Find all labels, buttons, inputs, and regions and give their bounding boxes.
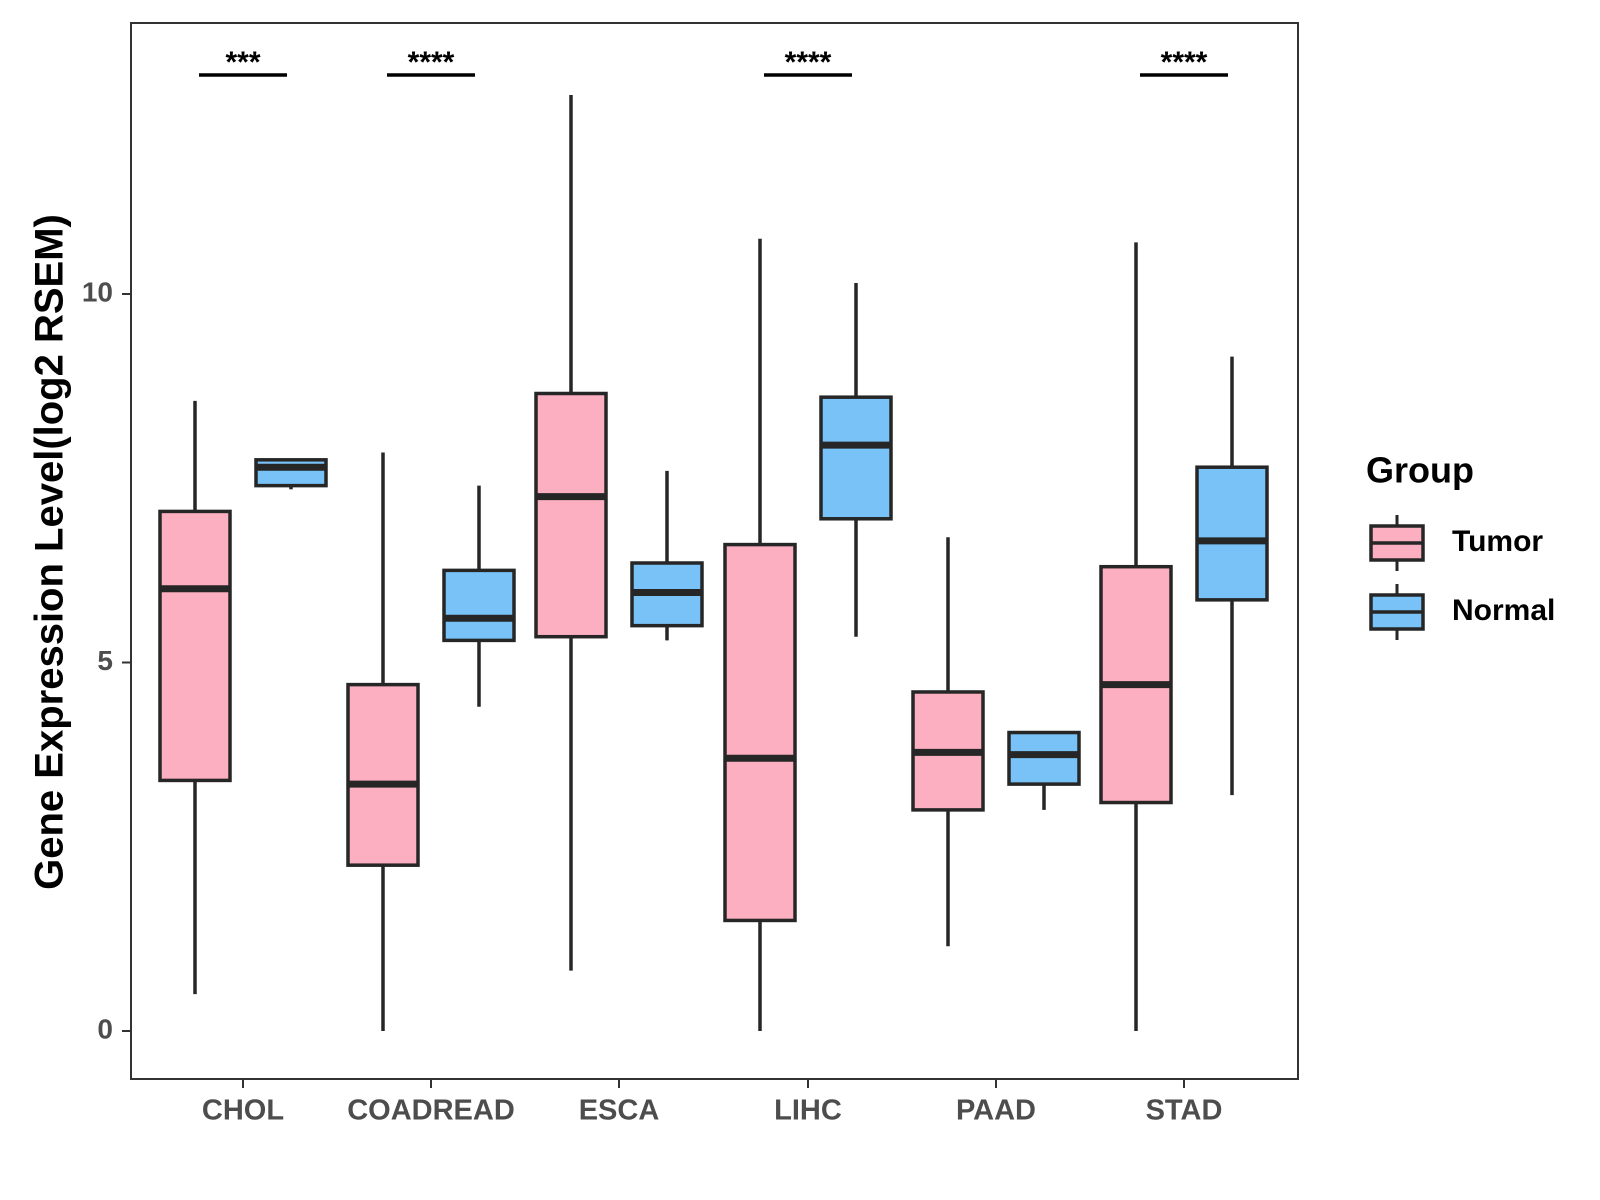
box-normal-paad [1007,730,1081,810]
y-tick-label: 0 [97,1013,113,1044]
legend-key-normal [1369,584,1425,640]
x-tick-label: ESCA [579,1095,660,1127]
x-tick-label: STAD [1146,1095,1223,1127]
legend: Group Tumor Normal [1366,450,1555,640]
box-tumor-stad [1099,242,1173,1031]
box-normal-coadread [442,485,516,707]
box-normal-chol [254,458,328,490]
x-axis: CHOL COADREAD ESCA LIHC PAAD STAD [202,1079,1222,1127]
box-body [819,395,893,521]
x-tick-label: LIHC [774,1095,842,1127]
significance-label: **** [1161,46,1208,79]
box-layer [158,95,1269,1031]
significance-label: **** [408,46,455,79]
significance-label: *** [225,46,260,79]
box-tumor-paad [911,537,985,947]
legend-label-tumor: Tumor [1452,525,1543,558]
box-body [346,682,420,867]
box-normal-stad [1195,356,1269,796]
box-normal-lihc [819,282,893,637]
x-tick-label: CHOL [202,1095,284,1127]
box-body [254,458,328,488]
box-body [1195,465,1269,602]
box-normal-esca [630,470,704,641]
y-tick-label: 5 [97,645,113,676]
box-body [534,391,608,639]
box-tumor-chol [158,400,232,995]
legend-title: Group [1366,450,1474,491]
box-body [723,542,797,923]
box-body [1007,730,1081,786]
x-tick-label: PAAD [956,1095,1036,1127]
box-tumor-lihc [723,238,797,1031]
box-body [158,509,232,783]
x-tick-label: COADREAD [347,1095,515,1127]
box-body [442,568,516,643]
y-axis: 0 5 10 [82,276,131,1044]
box-tumor-esca [534,95,608,971]
legend-label-normal: Normal [1452,594,1555,627]
plot-panel-border [130,22,1299,1080]
box-tumor-coadread [346,452,420,1031]
significance-layer: *** **** **** **** [199,46,1228,79]
significance-label: **** [785,46,832,79]
y-axis-title: Gene Expression Level(log2 RSEM) [28,214,72,890]
y-tick-label: 10 [82,276,113,307]
legend-key-tumor [1369,515,1425,571]
